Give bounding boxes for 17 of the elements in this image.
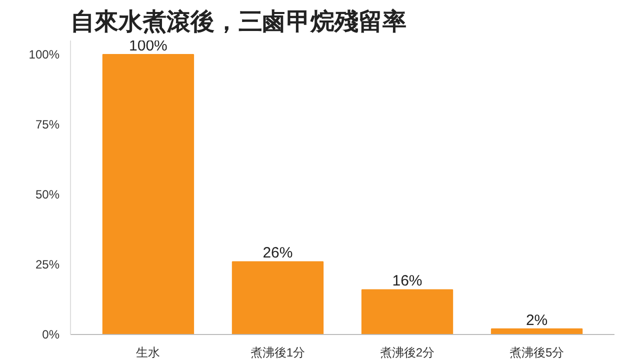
x-tick-label: 生水 <box>136 346 160 360</box>
bar <box>490 328 583 334</box>
bar <box>232 261 324 334</box>
x-tick-label: 煮沸後1分 <box>250 346 306 360</box>
bar <box>102 54 194 334</box>
y-tick-label: 75% <box>35 118 60 132</box>
x-tick-label: 煮沸後5分 <box>509 346 564 360</box>
y-tick-label: 100% <box>28 48 60 62</box>
chart-title: 自來水煮滾後，三鹵甲烷殘留率 <box>70 8 406 36</box>
y-tick-label: 0% <box>42 328 60 342</box>
x-tick-label: 煮沸後2分 <box>380 346 435 360</box>
y-tick-label: 50% <box>35 188 60 202</box>
data-label: 26% <box>262 244 293 262</box>
data-label: 2% <box>526 312 548 329</box>
data-label: 16% <box>392 272 422 290</box>
y-tick-label: 25% <box>35 258 60 272</box>
bar <box>361 289 454 334</box>
